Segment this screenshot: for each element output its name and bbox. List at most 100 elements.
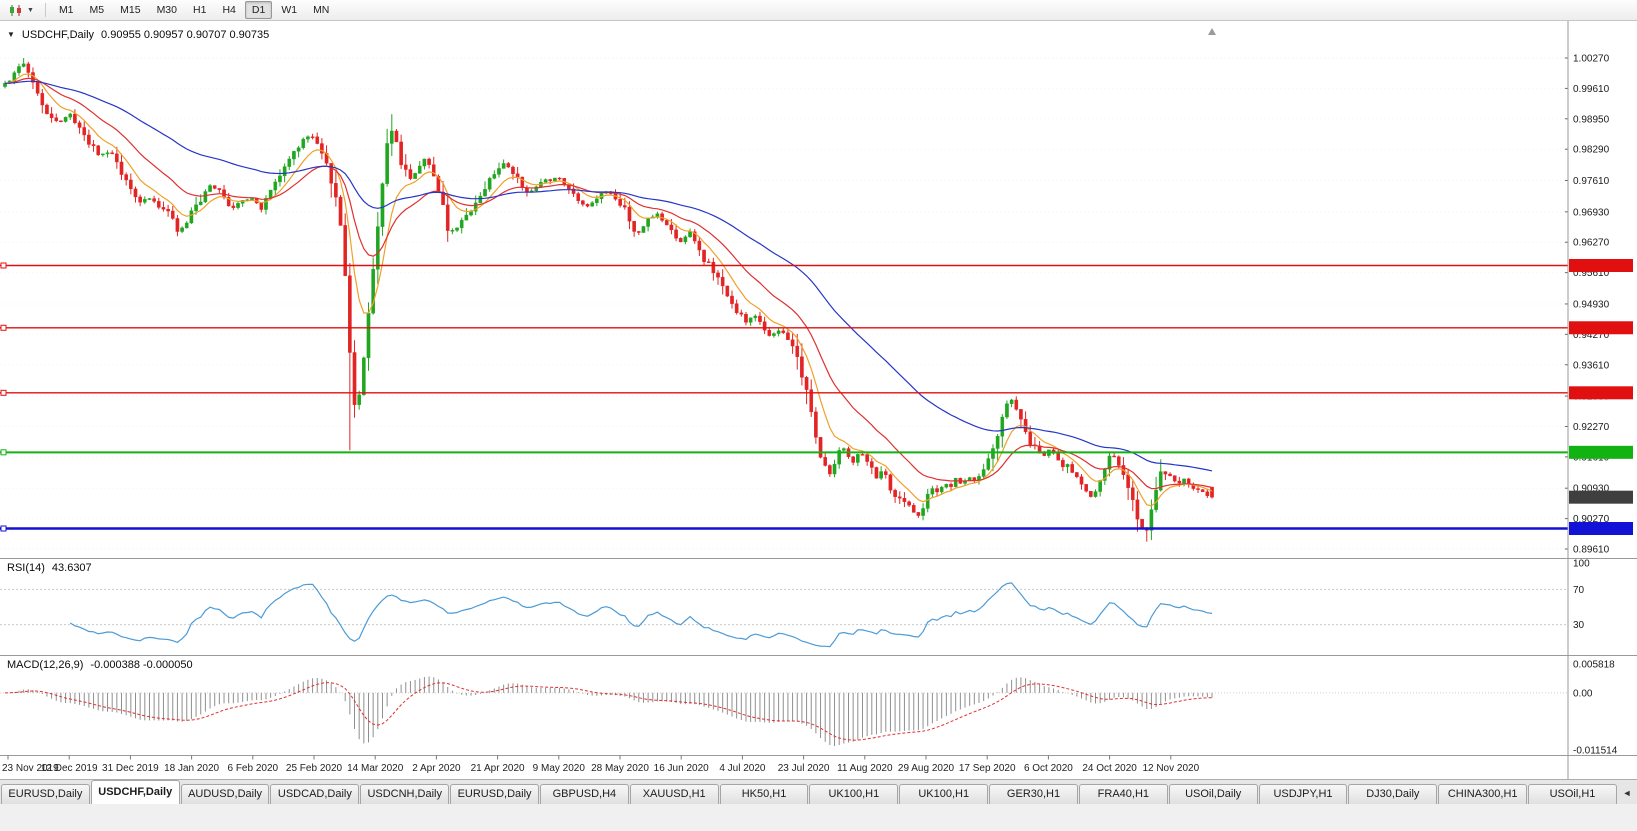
svg-text:12 Dec 2019: 12 Dec 2019 xyxy=(41,763,98,774)
svg-text:4 Jul 2020: 4 Jul 2020 xyxy=(719,763,766,774)
level-price-box xyxy=(1569,522,1633,536)
status-strip xyxy=(0,804,1637,831)
moving-average-20-line xyxy=(4,77,1213,490)
toolbar-separator xyxy=(44,3,46,17)
chart-tab-dj30-daily[interactable]: DJ30,Daily xyxy=(1348,784,1438,804)
level-line-handle[interactable] xyxy=(0,389,7,396)
chart-tab-gbpusd-h4[interactable]: GBPUSD,H4 xyxy=(539,784,629,804)
svg-text:0.98290: 0.98290 xyxy=(1573,145,1610,156)
svg-text:25 Feb 2020: 25 Feb 2020 xyxy=(286,763,343,774)
svg-text:70: 70 xyxy=(1573,585,1585,596)
svg-text:100: 100 xyxy=(1573,559,1590,570)
chart-type-button[interactable]: ▼ xyxy=(3,2,39,19)
chart-tab-eurusd-daily[interactable]: EURUSD,Daily xyxy=(450,784,539,804)
chart-shift-marker[interactable] xyxy=(1208,28,1216,35)
macd-histogram xyxy=(9,676,1213,747)
timeframe-button-m15[interactable]: M15 xyxy=(120,4,141,16)
svg-text:0.96270: 0.96270 xyxy=(1573,238,1610,249)
chart-tab-xauusd-h1[interactable]: XAUUSD,H1 xyxy=(629,784,719,804)
svg-text:23 Nov 2019: 23 Nov 2019 xyxy=(2,763,59,774)
timeframe-button-m5[interactable]: M5 xyxy=(89,4,105,16)
chart-tab-usoil-h1[interactable]: USOil,H1 xyxy=(1528,784,1617,804)
timeframe-button-mn[interactable]: MN xyxy=(313,4,330,16)
svg-text:0.005818: 0.005818 xyxy=(1573,660,1615,671)
level-line-handle[interactable] xyxy=(0,262,7,269)
price-chart-canvas[interactable]: 1.00270 0.99610 0.98950 0.98290 0.97610 0.969… xyxy=(0,21,1637,779)
svg-text:0.94270: 0.94270 xyxy=(1573,330,1610,341)
tabs-scroll-left-button[interactable]: ◄ xyxy=(1622,788,1632,798)
chart-tab-usdcad-daily[interactable]: USDCAD,Daily xyxy=(270,784,360,804)
svg-text:-0.011514: -0.011514 xyxy=(1573,746,1618,757)
chart-tab-audusd-daily[interactable]: AUDUSD,Daily xyxy=(180,784,270,804)
chart-tab-usdjpy-h1[interactable]: USDJPY,H1 xyxy=(1258,784,1348,804)
svg-text:11 Aug 2020: 11 Aug 2020 xyxy=(837,763,893,774)
level-price-box xyxy=(1569,321,1633,335)
svg-text:18 Jan 2020: 18 Jan 2020 xyxy=(164,763,219,774)
svg-text:23 Jul 2020: 23 Jul 2020 xyxy=(778,763,830,774)
svg-text:17 Sep 2020: 17 Sep 2020 xyxy=(959,763,1016,774)
chart-tab-usdchf-daily[interactable]: USDCHF,Daily xyxy=(90,780,180,804)
svg-text:0.98950: 0.98950 xyxy=(1573,114,1610,125)
moving-average-55-line xyxy=(4,80,1213,472)
chart-tab-eurusd-daily[interactable]: EURUSD,Daily xyxy=(1,784,90,804)
svg-text:31 Dec 2019: 31 Dec 2019 xyxy=(102,763,159,774)
chart-tab-uk100-h1[interactable]: UK100,H1 xyxy=(899,784,989,804)
chart-tab-hk50-h1[interactable]: HK50,H1 xyxy=(719,784,809,804)
timeframe-button-m1[interactable]: M1 xyxy=(58,4,74,16)
svg-text:28 May 2020: 28 May 2020 xyxy=(591,763,649,774)
timeframe-button-m30[interactable]: M30 xyxy=(156,4,177,16)
svg-text:24 Oct 2020: 24 Oct 2020 xyxy=(1082,763,1137,774)
svg-text:0.96930: 0.96930 xyxy=(1573,207,1610,218)
svg-text:0.90930: 0.90930 xyxy=(1573,484,1610,495)
timeframe-button-h4[interactable]: H4 xyxy=(222,4,236,16)
svg-text:0.94930: 0.94930 xyxy=(1573,299,1610,310)
svg-text:0.00: 0.00 xyxy=(1573,688,1593,699)
rsi-line xyxy=(69,582,1213,648)
svg-text:0.97610: 0.97610 xyxy=(1573,176,1610,187)
level-price-box xyxy=(1569,386,1633,400)
chart-tab-uk100-h1[interactable]: UK100,H1 xyxy=(809,784,899,804)
chart-tab-usdcnh-daily[interactable]: USDCNH,Daily xyxy=(360,784,450,804)
level-price-box xyxy=(1569,445,1633,459)
svg-text:2 Apr 2020: 2 Apr 2020 xyxy=(412,763,461,774)
chart-window: 1.00270 0.99610 0.98950 0.98290 0.97610 0.969… xyxy=(0,21,1637,779)
chart-tab-fra40-h1[interactable]: FRA40,H1 xyxy=(1078,784,1168,804)
level-line-handle[interactable] xyxy=(0,525,7,532)
svg-text:6 Feb 2020: 6 Feb 2020 xyxy=(227,763,278,774)
price-axis[interactable]: 1.00270 0.99610 0.98950 0.98290 0.97610 0.969… xyxy=(1565,54,1618,757)
svg-text:9 May 2020: 9 May 2020 xyxy=(533,763,586,774)
timeframe-button-d1[interactable]: D1 xyxy=(244,1,273,19)
level-line-handle[interactable] xyxy=(0,324,7,331)
svg-text:14 Mar 2020: 14 Mar 2020 xyxy=(347,763,404,774)
chart-tab-ger30-h1[interactable]: GER30,H1 xyxy=(989,784,1078,804)
svg-text:30: 30 xyxy=(1573,620,1585,631)
top-toolbar: ▼ M1 M5 M15 M30 H1 H4 D1 W1 MN xyxy=(0,0,1637,21)
current-price-box xyxy=(1569,490,1633,504)
svg-text:0.95610: 0.95610 xyxy=(1573,268,1610,279)
timeframe-button-w1[interactable]: W1 xyxy=(281,4,298,16)
svg-text:16 Jun 2020: 16 Jun 2020 xyxy=(654,763,709,774)
level-line-handle[interactable] xyxy=(0,449,7,456)
svg-text:0.92270: 0.92270 xyxy=(1573,422,1610,433)
candlestick-chart-icon xyxy=(10,4,21,16)
chart-tab-china300-h1[interactable]: CHINA300,H1 xyxy=(1438,784,1528,804)
chevron-down-icon: ▼ xyxy=(27,6,34,14)
svg-text:29 Aug 2020: 29 Aug 2020 xyxy=(898,763,955,774)
candlesticks xyxy=(3,58,1214,542)
moving-average-8-line xyxy=(4,73,1213,507)
svg-text:21 Apr 2020: 21 Apr 2020 xyxy=(471,763,525,774)
chart-tab-usoil-daily[interactable]: USOil,Daily xyxy=(1168,784,1258,804)
grid-lines xyxy=(0,57,1568,550)
timeframe-button-h1[interactable]: H1 xyxy=(193,4,207,16)
macd-signal-line xyxy=(4,682,1212,741)
svg-text:12 Nov 2020: 12 Nov 2020 xyxy=(1142,763,1199,774)
svg-text:1.00270: 1.00270 xyxy=(1573,54,1610,65)
svg-text:0.93610: 0.93610 xyxy=(1573,360,1610,371)
level-price-box xyxy=(1569,259,1633,273)
chart-tabs-bar: EURUSD,Daily USDCHF,Daily AUDUSD,Daily USDC… xyxy=(0,779,1637,804)
svg-text:6 Oct 2020: 6 Oct 2020 xyxy=(1024,763,1073,774)
timeframe-buttons: M1 M5 M15 M30 H1 H4 D1 W1 MN xyxy=(52,1,336,19)
svg-text:0.90270: 0.90270 xyxy=(1573,514,1610,525)
svg-text:0.99610: 0.99610 xyxy=(1573,84,1610,95)
